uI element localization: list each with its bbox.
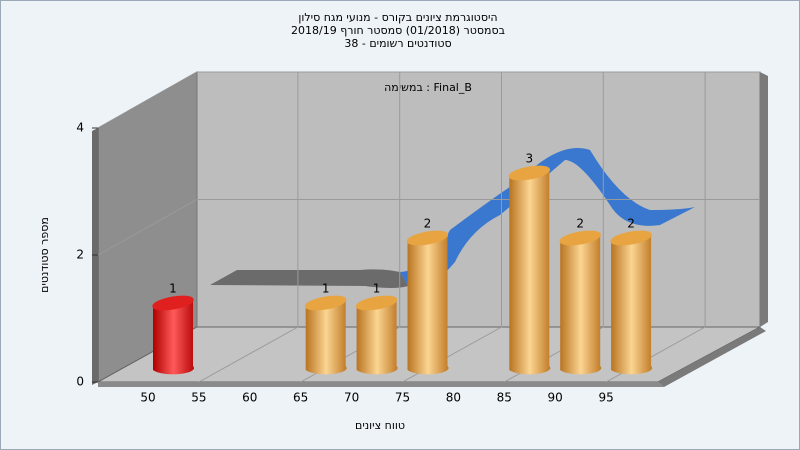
annotation: במשימה : Final_B <box>384 81 472 94</box>
bar-body <box>153 301 195 375</box>
chart-title: היסטוגרמת ציונים בקורס - מנועי מגח סילון <box>298 11 497 24</box>
bar <box>508 165 551 375</box>
bar-top <box>406 230 449 246</box>
bar-body <box>407 236 449 375</box>
chart-subtitle: סטודנטים רשומים - 38 <box>344 37 451 50</box>
data-label: 1 <box>169 282 177 296</box>
data-label: 2 <box>627 217 635 231</box>
y-tick-label: 2 <box>76 248 84 262</box>
bar-top <box>152 295 194 311</box>
bar-body <box>305 301 347 375</box>
bar <box>559 230 602 375</box>
bar-top <box>304 295 347 311</box>
x-tick-label: 85 <box>497 391 512 405</box>
bar-body <box>509 171 551 375</box>
x-tick-label: 60 <box>242 391 257 405</box>
bar-body <box>356 301 398 375</box>
bar-top <box>355 295 398 311</box>
x-tick-label: 50 <box>140 391 155 405</box>
x-tick-label: 65 <box>293 391 308 405</box>
x-tick-label: 75 <box>395 391 410 405</box>
grid-line <box>198 72 299 383</box>
x-tick-label: 95 <box>598 391 613 405</box>
x-tick-label: 55 <box>191 391 206 405</box>
bar <box>304 295 347 375</box>
x-axis-label: טווח ציונים <box>355 419 405 432</box>
data-label: 2 <box>576 217 584 231</box>
bar-body <box>611 236 653 375</box>
bar <box>355 295 398 375</box>
x-tick-label: 80 <box>446 391 461 405</box>
grid-line <box>97 199 760 256</box>
bar-top <box>508 165 551 181</box>
ribbon <box>210 269 408 288</box>
bar-top <box>610 230 652 246</box>
floor-front-edge <box>98 382 664 387</box>
chart-subtitle: בסמסטר (01/2018) סמסטר חורף 2018/19 <box>291 24 505 37</box>
left-wall-edge <box>92 128 98 385</box>
x-tick-label: 70 <box>344 391 359 405</box>
data-label: 1 <box>322 282 330 296</box>
data-label: 3 <box>525 152 533 166</box>
data-label: 1 <box>373 282 381 296</box>
bar-body <box>560 236 602 375</box>
floor-edge <box>658 327 766 387</box>
bar-top <box>559 230 601 246</box>
x-tick-label: 90 <box>548 391 563 405</box>
y-tick-label: 4 <box>76 121 84 135</box>
plot: 0 2 4 50 55 60 65 70 75 80 85 90 95 1 1 1 2 3 2 2 <box>76 71 760 405</box>
bar <box>406 230 449 375</box>
back-wall-edge <box>760 72 768 327</box>
data-label: 2 <box>424 217 432 231</box>
y-axis-label: מספר סטודנטים <box>38 217 51 293</box>
bar <box>152 295 195 375</box>
bar <box>610 230 653 375</box>
y-tick-label: 0 <box>76 375 84 389</box>
grid-line <box>97 71 760 129</box>
